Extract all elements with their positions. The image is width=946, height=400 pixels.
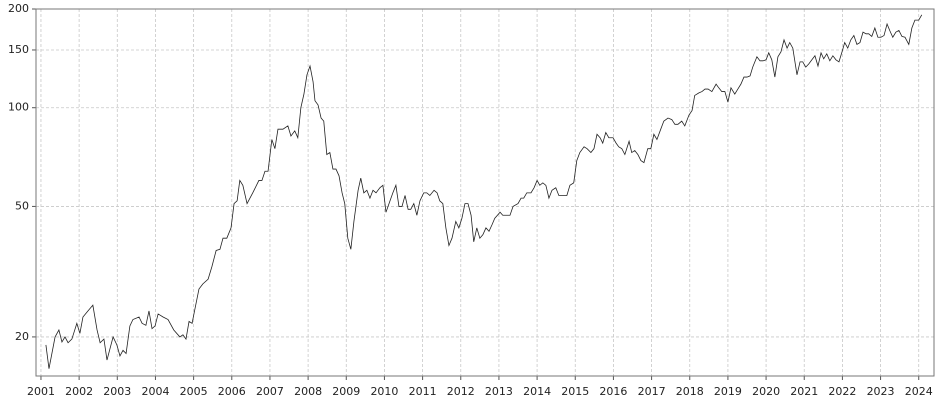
x-tick-label: 2009	[332, 385, 360, 398]
x-tick-label: 2018	[676, 385, 704, 398]
x-tick-label: 2024	[905, 385, 933, 398]
x-tick-label: 2013	[485, 385, 513, 398]
y-tick-label: 150	[8, 43, 29, 56]
x-tick-label: 2022	[828, 385, 856, 398]
y-tick-label: 100	[8, 101, 29, 114]
y-tick-label: 50	[15, 199, 29, 212]
y-tick-label: 20	[15, 330, 29, 343]
x-tick-label: 2012	[447, 385, 475, 398]
plot-frame	[35, 8, 935, 377]
x-tick-label: 2014	[523, 385, 551, 398]
plot-area	[36, 9, 934, 376]
x-tick-label: 2015	[561, 385, 589, 398]
x-tick-label: 2017	[638, 385, 666, 398]
x-tick-label: 2011	[409, 385, 437, 398]
x-tick-label: 2020	[752, 385, 780, 398]
x-tick-label: 2019	[714, 385, 742, 398]
x-tick-label: 2010	[370, 385, 398, 398]
x-tick-label: 2023	[867, 385, 895, 398]
x-tick-label: 2001	[27, 385, 55, 398]
x-tick-label: 2005	[180, 385, 208, 398]
data-line	[45, 14, 923, 369]
x-tick-label: 2021	[790, 385, 818, 398]
x-tick-label: 2003	[103, 385, 131, 398]
y-tick-label: 200	[8, 2, 29, 15]
x-tick-label: 2006	[218, 385, 246, 398]
x-tick-label: 2004	[141, 385, 169, 398]
x-tick-label: 2016	[599, 385, 627, 398]
x-tick-label: 2007	[256, 385, 284, 398]
x-tick-label: 2002	[65, 385, 93, 398]
x-tick-label: 2008	[294, 385, 322, 398]
